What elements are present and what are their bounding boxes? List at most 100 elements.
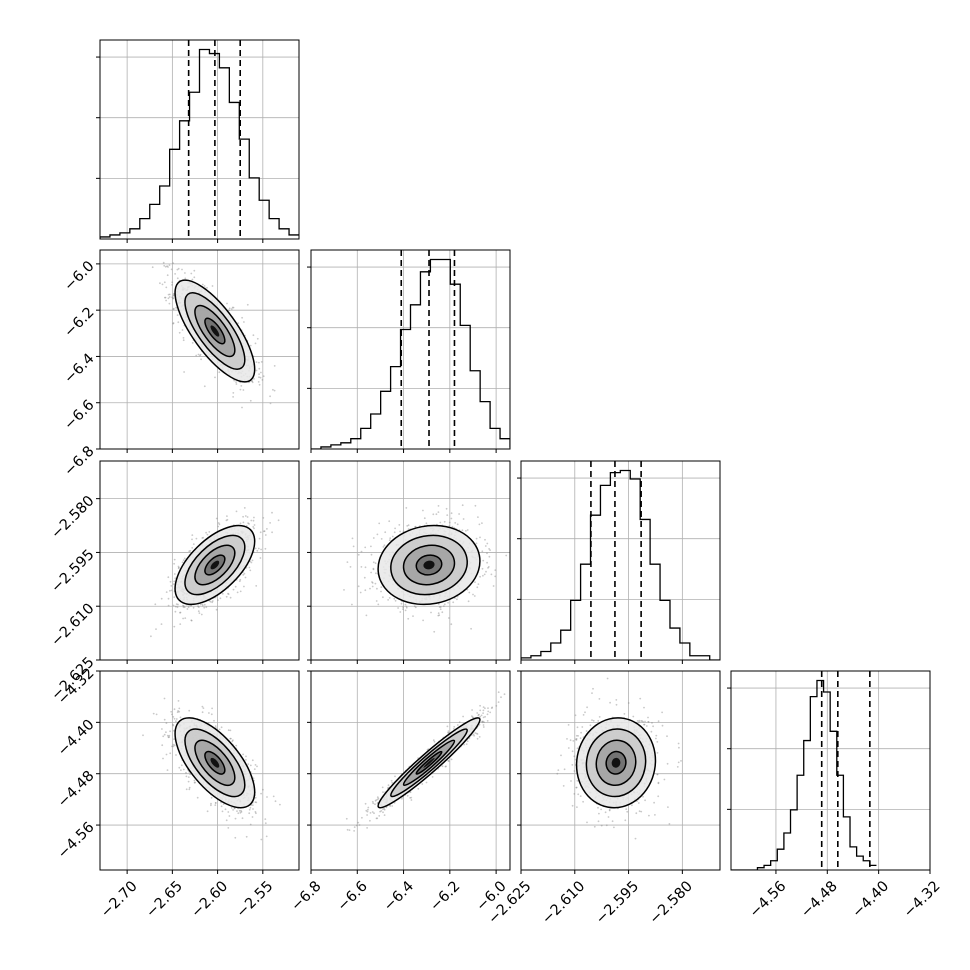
sample-point <box>253 516 255 519</box>
sample-point <box>214 804 217 806</box>
contour-line <box>194 739 236 787</box>
sample-point <box>171 713 173 716</box>
sample-point <box>179 623 182 625</box>
sample-point <box>255 585 258 587</box>
panel-frame <box>310 249 511 450</box>
sample-point <box>251 380 253 382</box>
histogram-panel-1 <box>100 40 299 239</box>
sample-point <box>234 836 237 839</box>
sample-point <box>232 392 235 394</box>
sample-point <box>437 614 440 617</box>
sample-point <box>171 745 173 748</box>
sample-point <box>348 829 351 831</box>
sample-point <box>256 549 259 552</box>
sample-point <box>170 589 173 592</box>
sample-point <box>184 277 187 280</box>
sample-point <box>246 303 249 306</box>
sample-point <box>254 801 257 803</box>
contour-line <box>390 534 468 596</box>
sample-point <box>197 353 200 356</box>
sample-point <box>180 769 182 772</box>
sample-point <box>375 572 377 575</box>
sample-point <box>409 791 412 794</box>
sample-point <box>248 808 251 811</box>
sample-point <box>249 399 252 402</box>
sample-point <box>225 595 228 598</box>
sample-point <box>256 337 259 340</box>
sample-point <box>258 537 261 540</box>
sample-point <box>486 542 489 545</box>
sample-point <box>219 597 222 600</box>
sample-point <box>393 597 396 600</box>
sample-point <box>257 547 260 550</box>
sample-point <box>179 611 181 614</box>
sample-point <box>260 371 262 374</box>
sample-point <box>191 342 194 344</box>
sample-point <box>380 810 383 812</box>
sample-point <box>221 592 224 595</box>
sample-point <box>273 389 276 392</box>
sample-point <box>265 835 268 838</box>
sample-point <box>249 806 252 809</box>
sample-point <box>187 606 190 609</box>
sample-point <box>400 602 403 605</box>
panel-frame <box>99 460 300 661</box>
sample-point <box>161 728 163 730</box>
sample-point <box>423 517 426 520</box>
sample-point <box>369 587 371 590</box>
sample-point <box>433 630 436 633</box>
sample-point <box>251 381 254 384</box>
sample-point <box>243 507 246 509</box>
sample-point <box>172 322 175 324</box>
sample-point <box>167 597 170 600</box>
sample-point <box>251 380 254 383</box>
sample-point <box>172 723 174 726</box>
sample-point <box>214 802 217 804</box>
sample-point <box>478 736 481 738</box>
sample-point <box>247 763 250 765</box>
sample-point <box>380 538 383 540</box>
histogram-panel-3 <box>521 461 720 660</box>
sample-point <box>178 331 181 334</box>
sample-point <box>240 810 243 812</box>
sample-point <box>255 369 258 372</box>
sample-point <box>232 396 235 398</box>
sample-point <box>375 600 378 602</box>
sample-point <box>387 599 389 601</box>
sample-point <box>168 296 171 298</box>
sample-point <box>201 711 204 714</box>
sample-point <box>173 596 176 598</box>
sample-point <box>269 395 271 398</box>
sample-point <box>241 817 244 820</box>
sample-point <box>254 342 257 345</box>
sample-point <box>383 544 386 547</box>
sample-point <box>154 603 157 606</box>
sample-point <box>262 375 265 378</box>
sample-point <box>177 267 180 270</box>
sample-point <box>486 561 488 564</box>
contour-line <box>415 554 443 576</box>
sample-point <box>230 737 232 740</box>
sample-point <box>444 765 447 768</box>
sample-point <box>364 802 367 805</box>
sample-point <box>388 539 391 542</box>
sample-point <box>422 509 424 512</box>
sample-point <box>277 519 280 522</box>
sample-point <box>417 787 420 790</box>
sample-point <box>468 591 471 594</box>
sample-point <box>168 264 171 266</box>
sample-point <box>229 737 232 740</box>
sample-point <box>218 523 221 526</box>
sample-point <box>467 600 470 603</box>
sample-point <box>431 776 434 778</box>
sample-point <box>183 371 186 373</box>
sample-point <box>233 379 236 382</box>
sample-point <box>439 606 442 608</box>
sample-point <box>197 610 200 613</box>
sample-point <box>252 519 255 522</box>
sample-point <box>494 575 497 578</box>
sample-point <box>271 511 273 514</box>
density-peak <box>210 560 220 570</box>
scatter-panel-2-3 <box>311 461 510 660</box>
sample-point <box>254 796 257 799</box>
